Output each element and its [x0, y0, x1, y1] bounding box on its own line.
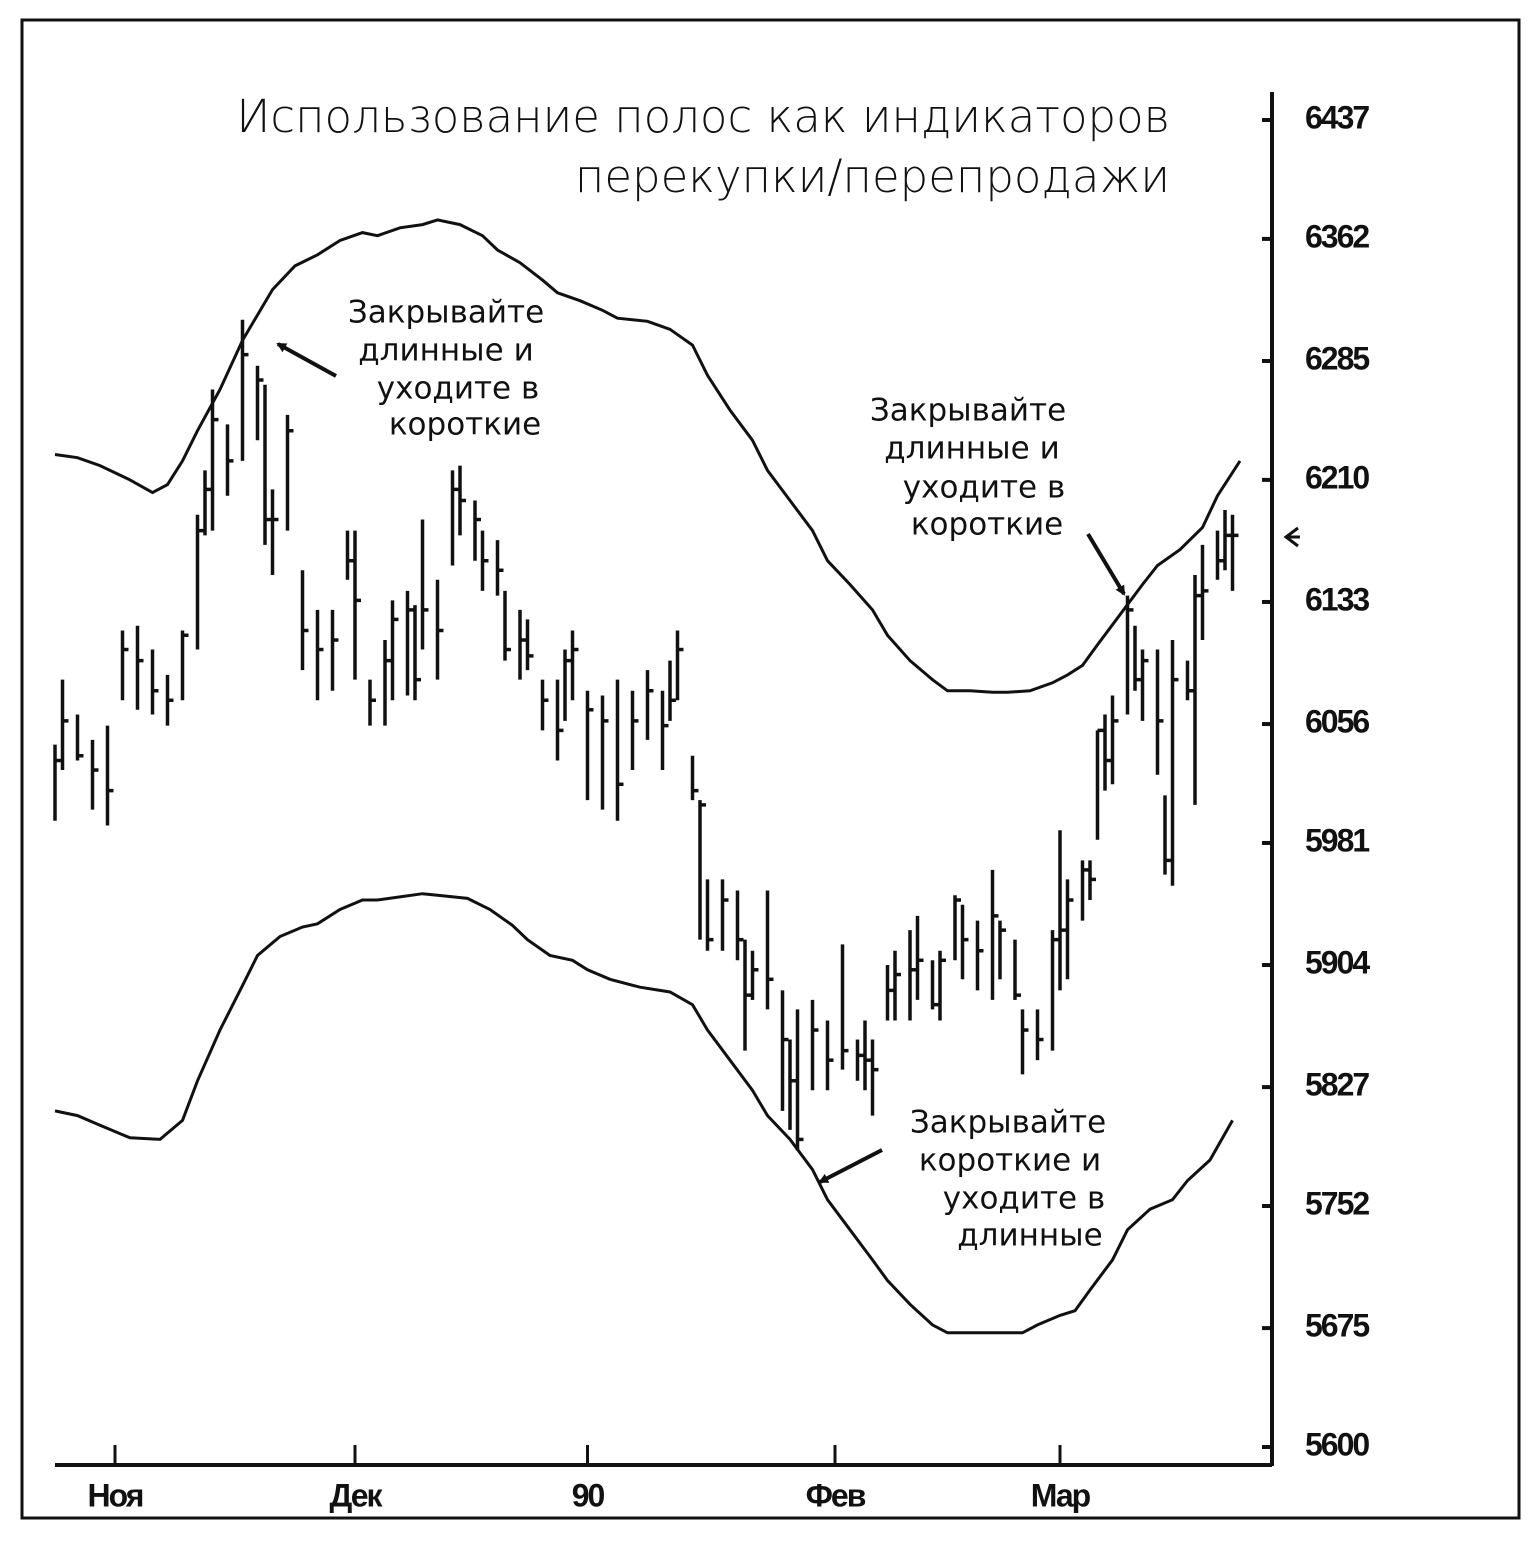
- x-tick-label: Ноя: [88, 1477, 143, 1513]
- band-line: [54, 218, 1242, 694]
- annotation-text: Закрывайте: [910, 1105, 1106, 1141]
- y-tick-label: 5904: [1305, 944, 1370, 980]
- chart-title: перекупки/перепродажи: [575, 150, 1170, 203]
- annotation-arrow: [276, 342, 337, 378]
- x-tick-label: Фев: [806, 1477, 866, 1513]
- x-tick-label: Дек: [330, 1477, 384, 1513]
- annotation-text: длинные и: [358, 333, 533, 369]
- y-tick-label: 6437: [1305, 99, 1369, 135]
- annotation: Закрывайте длинные и уходите в короткие: [870, 393, 1126, 596]
- y-tick-label: 6285: [1305, 340, 1369, 376]
- y-tick-label: 5981: [1305, 822, 1369, 858]
- annotation: Закрывайте короткие и уходите в длинные: [818, 1105, 1106, 1254]
- x-tick-label: Мар: [1031, 1477, 1091, 1513]
- annotation-text: длинные и: [884, 431, 1059, 467]
- y-tick-label: 5752: [1305, 1185, 1369, 1221]
- annotation-text: короткие: [389, 407, 541, 443]
- price-marker: [1283, 526, 1300, 548]
- annotation-arrow: [1086, 532, 1126, 596]
- y-tick-label: 6133: [1305, 581, 1369, 617]
- band-line: [54, 892, 1234, 1335]
- annotation-text: Закрывайте: [348, 295, 544, 331]
- chart-title: Использование полос как индикаторов: [236, 90, 1170, 143]
- y-tick-label: 6362: [1305, 218, 1369, 254]
- annotation: Закрывайте длинные и уходите в короткие: [276, 295, 544, 443]
- y-tick-label: 5600: [1305, 1426, 1369, 1462]
- annotation-text: длинные: [957, 1218, 1102, 1254]
- y-tick-label: 6210: [1305, 459, 1369, 495]
- annotation-arrow: [818, 1148, 883, 1184]
- y-tick-label: 5675: [1305, 1308, 1369, 1344]
- y-tick-label: 6056: [1305, 703, 1369, 739]
- x-tick-label: 90: [572, 1477, 605, 1513]
- annotation-text: короткие: [911, 507, 1063, 543]
- y-tick-label: 5827: [1305, 1067, 1369, 1103]
- annotation-text: Закрывайте: [870, 393, 1066, 429]
- annotation-text: короткие и: [919, 1143, 1101, 1179]
- frame: [20, 18, 1521, 1520]
- annotation-text: уходите в: [903, 470, 1066, 506]
- annotation-text: уходите в: [943, 1181, 1106, 1217]
- annotation-text: уходите в: [377, 371, 540, 407]
